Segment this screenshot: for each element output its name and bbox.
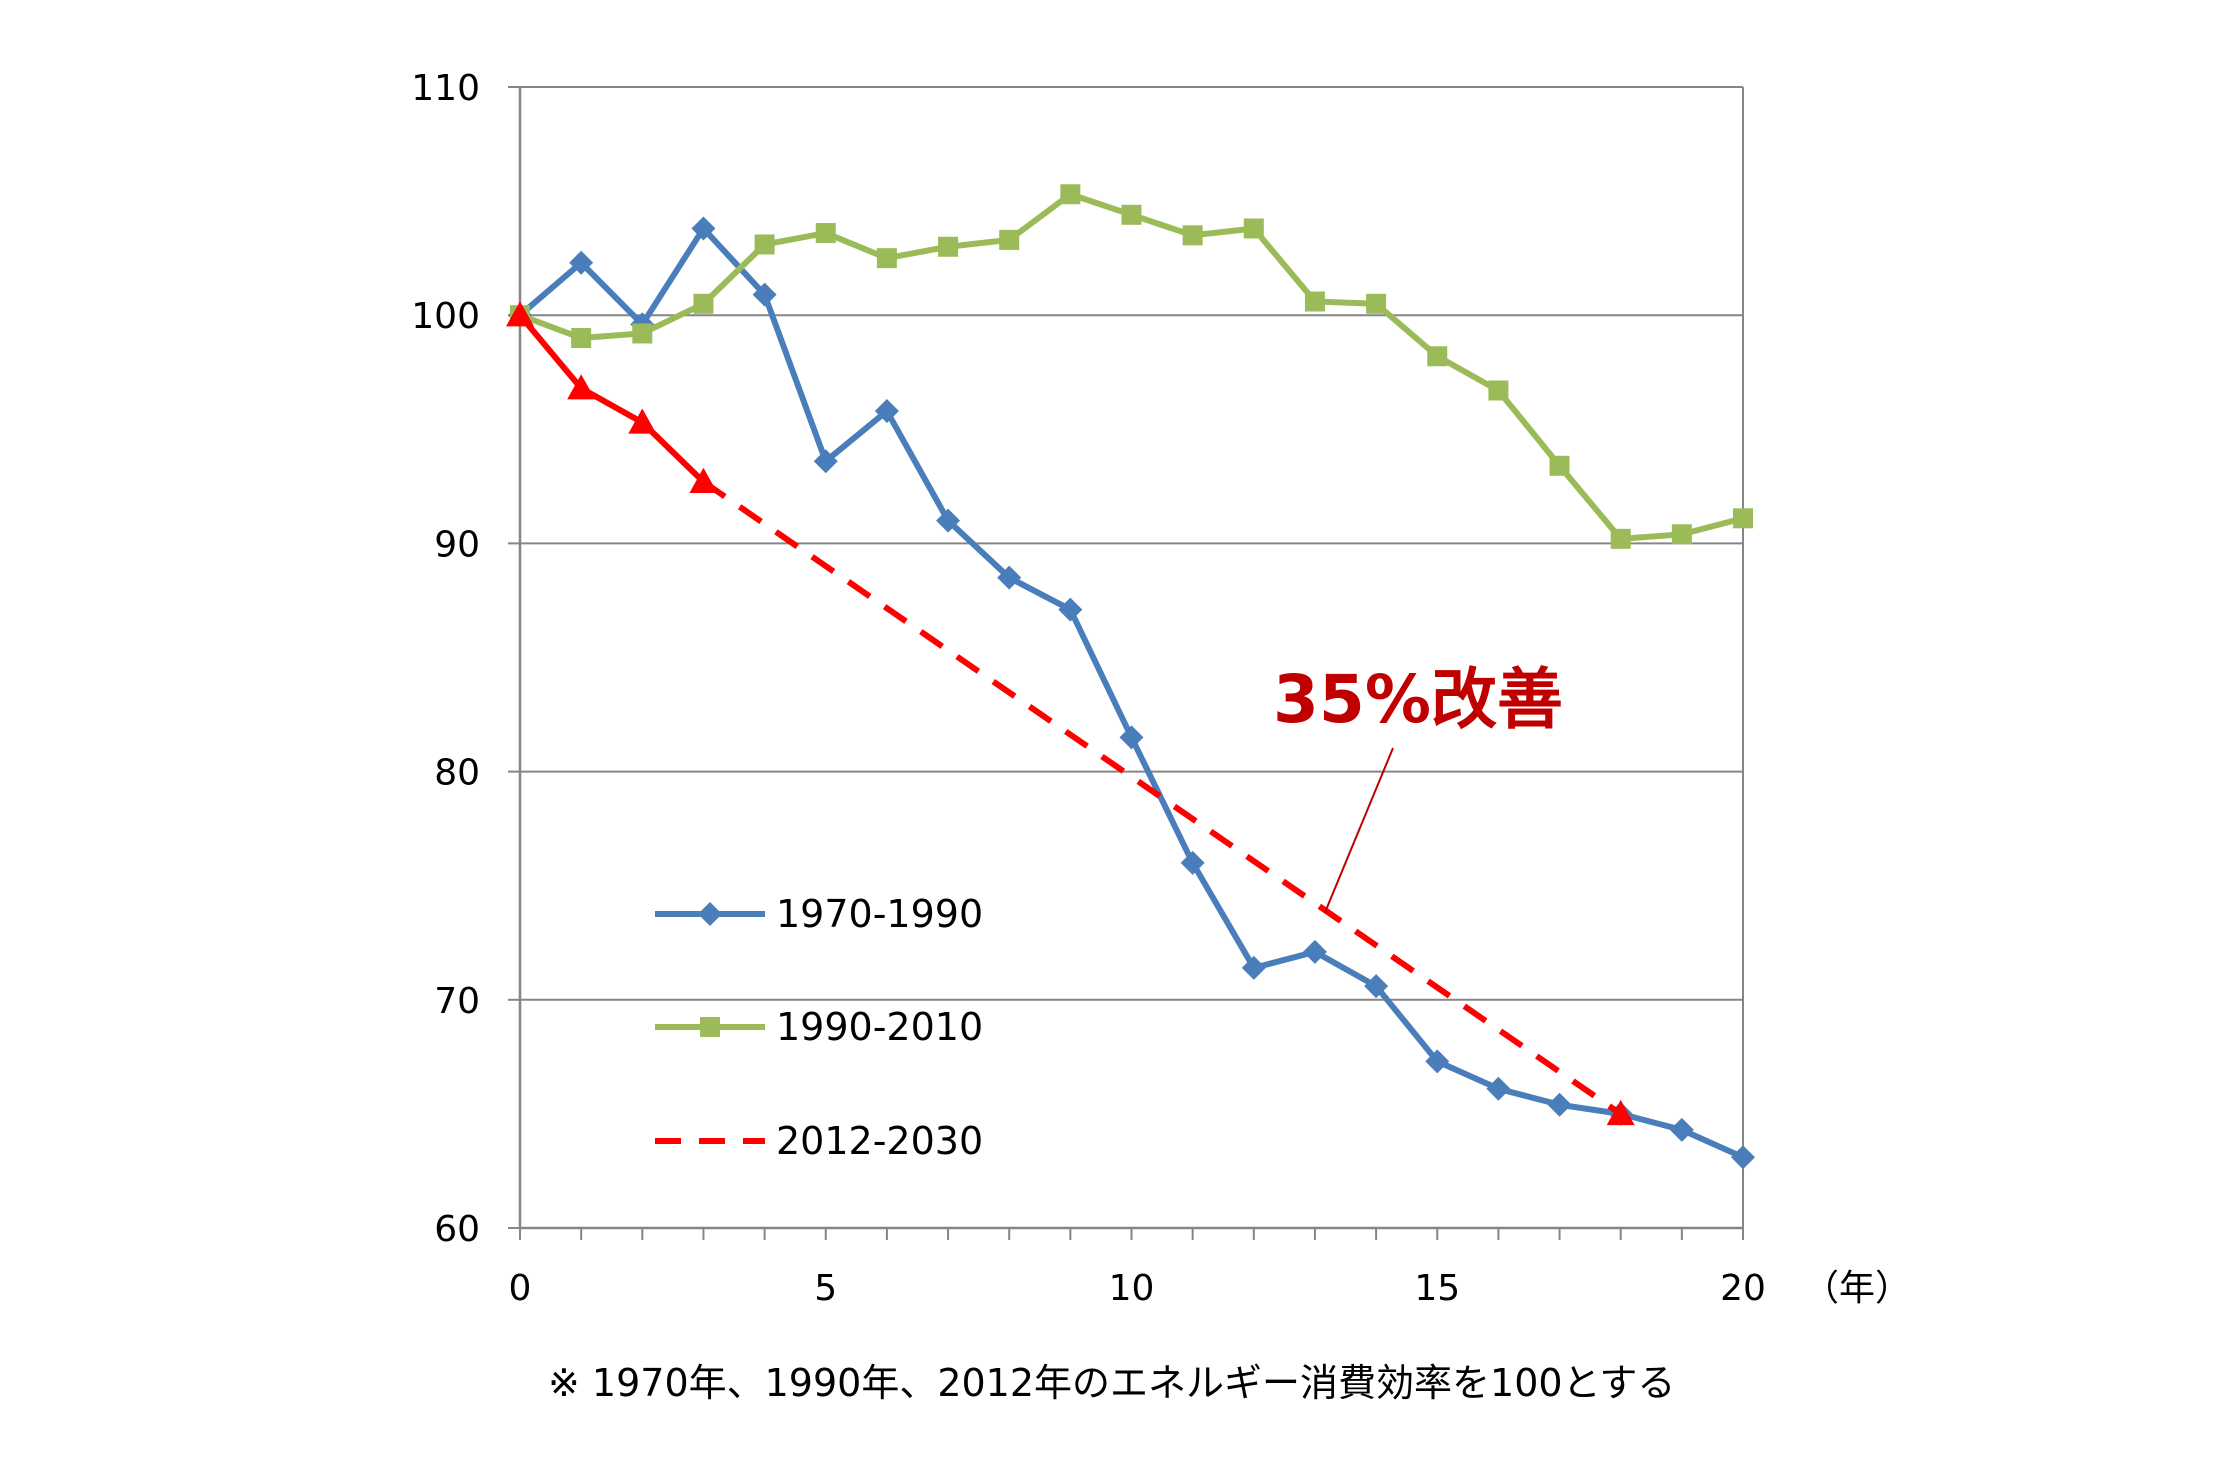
point-marker-square <box>1243 218 1264 239</box>
point-marker-square <box>1121 204 1142 225</box>
point-marker-square <box>632 323 653 344</box>
x-tick-label: 0 <box>509 1268 532 1309</box>
point-marker-square <box>938 236 959 257</box>
point-marker-diamond <box>1486 1076 1511 1101</box>
point-marker-diamond <box>1547 1092 1572 1117</box>
point-marker-square <box>1610 528 1631 549</box>
legend-label: 2012-2030 <box>776 1119 983 1163</box>
point-marker-square <box>999 229 1020 250</box>
y-tick-label: 100 <box>411 296 480 337</box>
point-marker-square <box>1671 524 1692 545</box>
point-marker-diamond <box>874 399 899 424</box>
point-marker-square <box>1549 455 1570 476</box>
point-marker-diamond <box>698 902 722 926</box>
point-marker-square <box>1427 346 1448 367</box>
series-1990-2010 <box>510 184 1753 549</box>
x-tick-label: 5 <box>814 1268 837 1309</box>
y-tick-label: 60 <box>434 1209 480 1250</box>
point-marker-diamond <box>1180 850 1205 875</box>
y-tick-label: 70 <box>434 981 480 1022</box>
point-marker-square <box>1182 225 1203 246</box>
point-marker-diamond <box>1731 1145 1755 1170</box>
point-marker-square <box>1366 293 1387 314</box>
y-tick-label: 80 <box>434 753 480 794</box>
point-marker-square <box>1304 291 1325 312</box>
point-marker-diamond <box>936 508 961 533</box>
point-marker-diamond <box>813 449 838 474</box>
point-marker-triangle <box>506 301 534 327</box>
point-marker-square <box>1060 184 1081 205</box>
point-marker-diamond <box>997 565 1022 590</box>
grid-lines <box>520 86 1743 1001</box>
axes <box>518 87 1744 1230</box>
legend-label: 1970-1990 <box>776 892 983 936</box>
x-tick-label: 10 <box>1109 1268 1155 1309</box>
point-marker-diamond <box>1425 1049 1450 1074</box>
x-axis-label: （年） <box>1803 1268 1911 1309</box>
point-marker-diamond <box>569 250 594 275</box>
legend: 1970-1990 1990-2010 2012-2030 <box>655 892 983 1163</box>
x-axis-ticks: 0 5 10 15 20 <box>509 1228 1766 1309</box>
footnote: ※ 1970年、1990年、2012年のエネルギー消費効率を100とする <box>548 1361 1675 1405</box>
point-marker-diamond <box>1058 597 1083 622</box>
legend-label: 1990-2010 <box>776 1005 983 1049</box>
point-marker-diamond <box>1241 955 1266 980</box>
series-line-projection <box>701 479 1623 1117</box>
x-tick-label: 15 <box>1414 1268 1460 1309</box>
point-marker-diamond <box>1119 725 1144 750</box>
annotation-label: 35%改善 <box>1273 661 1563 738</box>
point-marker-diamond <box>691 216 716 241</box>
y-axis-ticks: 60 70 80 90 100 110 <box>411 68 520 1250</box>
point-marker-diamond <box>1302 939 1327 964</box>
point-marker-square <box>754 234 775 255</box>
point-marker-triangle <box>1606 1099 1635 1126</box>
legend-item-1990-2010: 1990-2010 <box>655 1005 983 1049</box>
x-tick-label: 20 <box>1720 1268 1766 1309</box>
series-group <box>506 184 1755 1170</box>
point-marker-triangle <box>567 374 596 400</box>
point-marker-square <box>815 223 836 244</box>
legend-item-2012-2030: 2012-2030 <box>655 1119 983 1163</box>
point-marker-square <box>1488 380 1509 401</box>
series-2012-2030 <box>506 301 1635 1126</box>
point-marker-square <box>876 248 897 269</box>
y-tick-label: 90 <box>434 524 480 565</box>
point-marker-triangle <box>689 467 718 493</box>
legend-item-1970-1990: 1970-1990 <box>655 892 983 936</box>
point-marker-square <box>1733 508 1753 529</box>
point-marker-square <box>700 1017 720 1037</box>
point-marker-diamond <box>1364 974 1389 999</box>
point-marker-triangle <box>628 408 657 434</box>
point-marker-diamond <box>752 282 777 307</box>
series-line <box>517 313 706 484</box>
annotation-group: 35%改善 <box>1273 661 1563 913</box>
point-marker-square <box>571 328 592 349</box>
annotation-leader-line <box>1324 747 1394 913</box>
y-tick-label: 110 <box>411 68 480 109</box>
point-marker-diamond <box>1669 1117 1694 1142</box>
point-marker-square <box>693 293 714 314</box>
